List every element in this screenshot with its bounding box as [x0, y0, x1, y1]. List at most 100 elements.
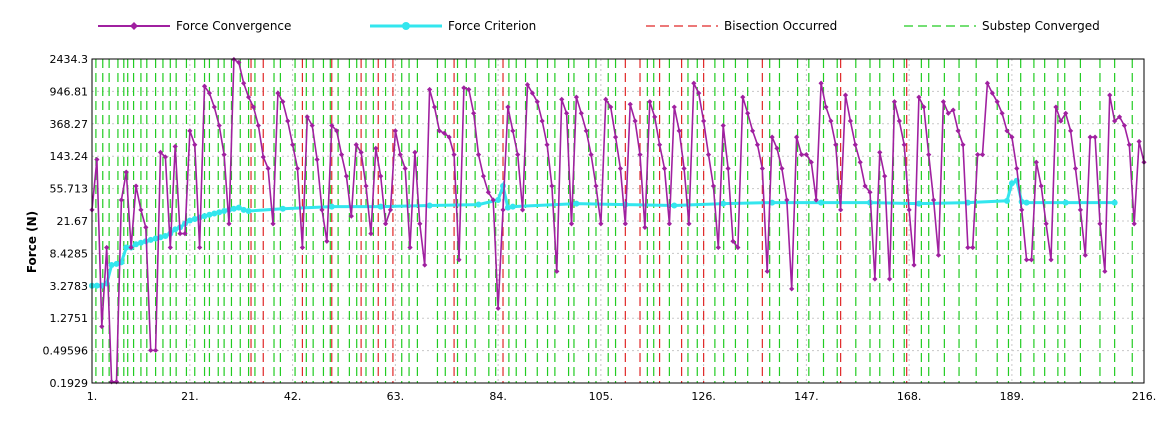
- legend-force-criterion-label: Force Criterion: [448, 19, 536, 33]
- force-convergence-point: [701, 118, 707, 124]
- force-convergence-point: [471, 110, 477, 116]
- force-convergence-point: [779, 165, 785, 172]
- force-convergence-point: [519, 207, 526, 213]
- force-criterion-point: [1023, 199, 1030, 206]
- force-convergence-point: [226, 221, 232, 227]
- x-tick-label: 1.: [87, 390, 98, 403]
- force-convergence-point: [529, 90, 535, 96]
- legend-bisection-occurred-label: Bisection Occurred: [724, 19, 837, 33]
- force-convergence-point: [632, 118, 638, 124]
- force-convergence-point: [192, 142, 198, 148]
- force-criterion-point: [206, 211, 213, 218]
- force-convergence-point: [197, 244, 203, 251]
- force-convergence-point: [343, 173, 350, 179]
- force-convergence-point: [348, 213, 354, 219]
- force-convergence-point: [764, 268, 770, 274]
- force-criterion-point: [1062, 199, 1069, 206]
- force-convergence-point: [241, 80, 247, 86]
- force-convergence-point: [891, 99, 898, 105]
- force-convergence-point: [1107, 92, 1113, 98]
- force-convergence-point: [725, 165, 731, 172]
- force-convergence-point: [1087, 134, 1093, 140]
- force-convergence-point: [495, 305, 501, 311]
- force-convergence-point: [617, 165, 624, 172]
- force-convergence-point: [431, 104, 438, 110]
- force-criterion-point: [377, 203, 384, 210]
- force-convergence-point: [559, 96, 565, 102]
- force-convergence-point: [236, 59, 242, 66]
- force-convergence-point: [627, 101, 633, 107]
- force-convergence-point: [745, 110, 751, 116]
- force-convergence-point: [436, 128, 443, 134]
- force-convergence-point: [989, 90, 995, 96]
- force-convergence-point: [524, 82, 531, 88]
- force-convergence-point: [730, 238, 736, 244]
- force-convergence-point: [735, 244, 741, 251]
- force-convergence-point: [461, 85, 467, 91]
- force-convergence-point: [94, 156, 100, 163]
- force-criterion-point: [230, 205, 237, 212]
- force-criterion-point: [221, 208, 228, 215]
- force-convergence-point: [642, 224, 648, 230]
- force-criterion-point: [93, 282, 100, 289]
- force-convergence-point: [583, 128, 589, 134]
- force-convergence-point: [686, 221, 692, 227]
- force-convergence-point: [1116, 114, 1123, 120]
- force-convergence-point: [162, 154, 168, 160]
- force-convergence-point: [260, 154, 266, 160]
- force-criterion-point: [279, 205, 286, 212]
- force-convergence-point: [172, 143, 178, 150]
- legend-force-criterion-marker: [402, 22, 410, 30]
- force-convergence-point: [1019, 207, 1025, 213]
- force-criterion-point: [133, 241, 140, 248]
- force-convergence-point: [1068, 128, 1074, 134]
- force-convergence-point: [696, 90, 702, 96]
- y-tick-label: 55.713: [50, 183, 89, 196]
- force-criterion-point: [245, 208, 252, 215]
- force-convergence-point: [671, 104, 677, 110]
- force-convergence-point: [838, 207, 844, 213]
- x-tick-label: 63.: [387, 390, 405, 403]
- legend-force-convergence-label: Force Convergence: [176, 19, 291, 33]
- force-criterion-point: [328, 203, 335, 210]
- force-convergence-point: [984, 80, 991, 86]
- force-criterion-point: [172, 226, 179, 233]
- force-convergence-point: [544, 142, 550, 148]
- y-tick-label: 368.27: [50, 118, 89, 131]
- force-criterion-point: [186, 217, 193, 224]
- force-convergence-point: [705, 152, 712, 158]
- force-convergence-point: [926, 152, 932, 158]
- force-convergence-point: [857, 159, 863, 165]
- force-convergence-point: [588, 152, 594, 158]
- force-convergence-point: [358, 149, 364, 156]
- y-tick-label: 8.4285: [50, 247, 89, 260]
- force-convergence-point: [828, 118, 834, 124]
- force-convergence-point: [603, 96, 609, 102]
- force-criterion-point: [426, 202, 433, 209]
- force-convergence-point: [480, 173, 487, 179]
- force-convergence-point: [578, 110, 584, 116]
- force-convergence-point: [573, 94, 580, 100]
- force-convergence-point: [896, 118, 902, 124]
- force-convergence-point: [940, 99, 946, 105]
- force-convergence-point: [143, 224, 149, 230]
- force-convergence-point: [177, 231, 183, 237]
- force-convergence-point: [1097, 221, 1103, 227]
- force-convergence-point: [945, 110, 951, 116]
- force-convergence-point: [270, 221, 276, 227]
- force-convergence-point: [823, 104, 829, 110]
- force-convergence-point: [955, 128, 961, 134]
- force-convergence-point: [749, 128, 756, 134]
- force-criterion-point: [1111, 199, 1118, 206]
- force-convergence-point: [1009, 134, 1015, 140]
- force-convergence-point: [368, 231, 374, 237]
- force-convergence-point: [1077, 207, 1083, 213]
- force-convergence-point: [515, 152, 521, 158]
- force-convergence-point: [882, 173, 888, 179]
- legend: Force Convergence Force Criterion Bisectio…: [98, 19, 1100, 33]
- force-criterion-point: [162, 232, 169, 239]
- force-criterion-point: [720, 200, 727, 207]
- force-convergence-point: [1092, 134, 1098, 140]
- force-criterion-point: [137, 239, 144, 246]
- force-convergence-point: [975, 152, 981, 158]
